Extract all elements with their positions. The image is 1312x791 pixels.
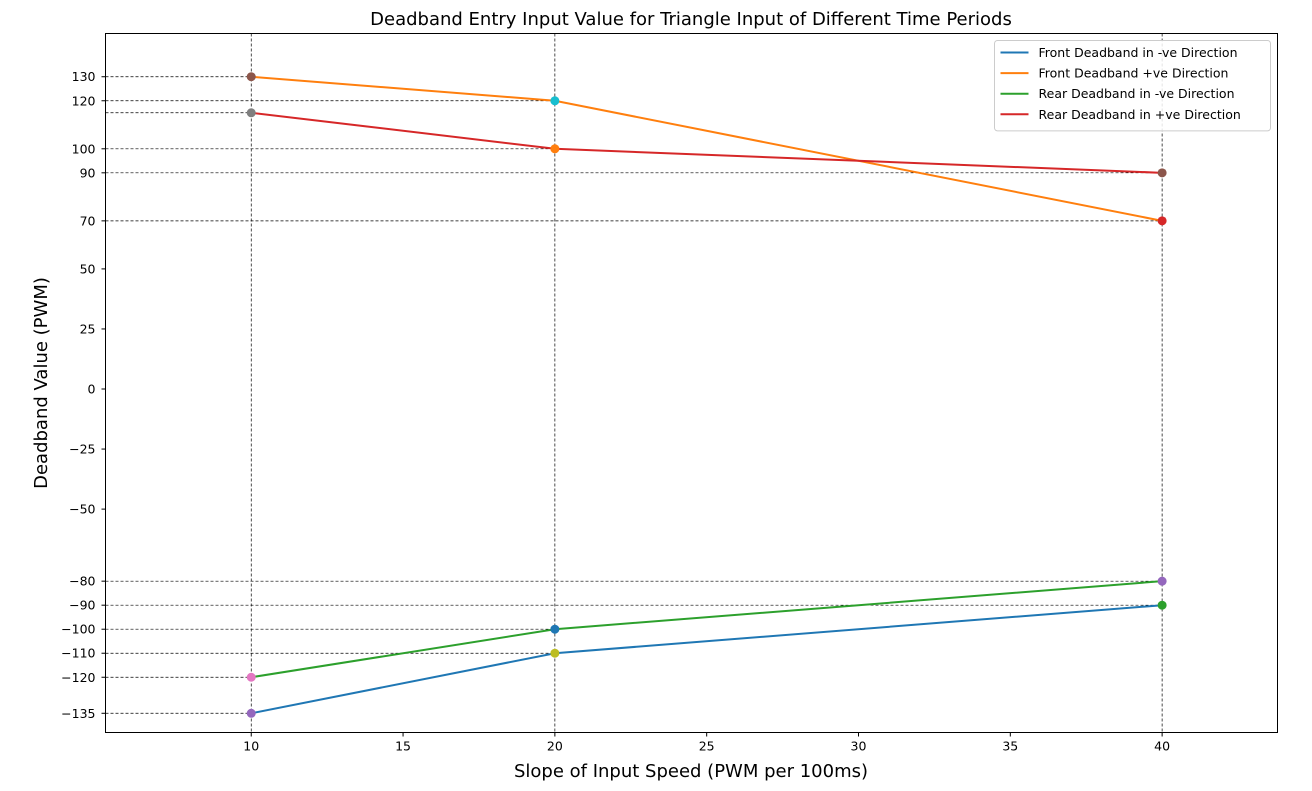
- legend-label: Front Deadband in -ve Direction: [1039, 45, 1238, 60]
- y-tick-label: 50: [80, 261, 96, 276]
- data-point: [246, 72, 256, 82]
- x-tick-label: 35: [1002, 739, 1018, 754]
- y-tick-label: 120: [72, 93, 96, 108]
- data-point: [1157, 216, 1167, 226]
- legend: Front Deadband in -ve Direction Front Dea…: [994, 40, 1271, 132]
- y-tick-label: −110: [61, 646, 95, 661]
- data-point: [550, 96, 560, 106]
- legend-box: [994, 40, 1271, 132]
- series-line-1: [251, 604, 1163, 715]
- x-tick-label: 10: [243, 739, 259, 754]
- data-point: [550, 648, 560, 658]
- y-tick-label: −90: [69, 598, 95, 613]
- reference-lines: [105, 33, 1163, 733]
- data-point: [550, 144, 560, 154]
- x-axis-ticks: 10 15 20 25 30 35 40: [243, 732, 1170, 754]
- data-point: [246, 708, 256, 718]
- y-tick-label: −135: [61, 706, 95, 721]
- legend-label: Rear Deadband in +ve Direction: [1039, 107, 1241, 122]
- y-tick-label: 90: [80, 165, 96, 180]
- y-tick-label: −50: [69, 502, 95, 517]
- y-axis-ticks: −135 −120 −110 −100 −90 −80 −50 −25 0 25 50 70 90 100…: [61, 69, 106, 721]
- data-point: [1157, 168, 1167, 178]
- y-tick-label: 130: [72, 69, 96, 84]
- x-tick-label: 25: [699, 739, 715, 754]
- y-tick-label: 100: [72, 141, 96, 156]
- series-lines: [251, 75, 1163, 715]
- data-point: [1157, 576, 1167, 586]
- y-tick-label: 70: [80, 213, 96, 228]
- data-point: [246, 108, 256, 118]
- plot-frame: [105, 33, 1278, 733]
- data-markers: [246, 72, 1167, 718]
- y-tick-label: −25: [69, 442, 95, 457]
- y-tick-label: −120: [61, 670, 95, 685]
- x-tick-label: 40: [1154, 739, 1170, 754]
- x-axis-label: Slope of Input Speed (PWM per 100ms): [514, 761, 868, 782]
- y-tick-label: 0: [88, 382, 96, 397]
- data-point: [1157, 600, 1167, 610]
- x-tick-label: 30: [851, 739, 867, 754]
- data-point: [246, 672, 256, 682]
- data-point: [550, 624, 560, 634]
- y-tick-label: −100: [61, 622, 95, 637]
- y-axis-label: Deadband Value (PWM): [31, 277, 52, 489]
- chart-title: Deadband Entry Input Value for Triangle …: [370, 9, 1012, 30]
- y-tick-label: −80: [69, 574, 95, 589]
- x-tick-label: 15: [395, 739, 411, 754]
- legend-label: Front Deadband +ve Direction: [1039, 66, 1229, 81]
- x-tick-label: 20: [547, 739, 563, 754]
- y-tick-label: 25: [80, 321, 96, 336]
- legend-label: Rear Deadband in -ve Direction: [1039, 86, 1235, 101]
